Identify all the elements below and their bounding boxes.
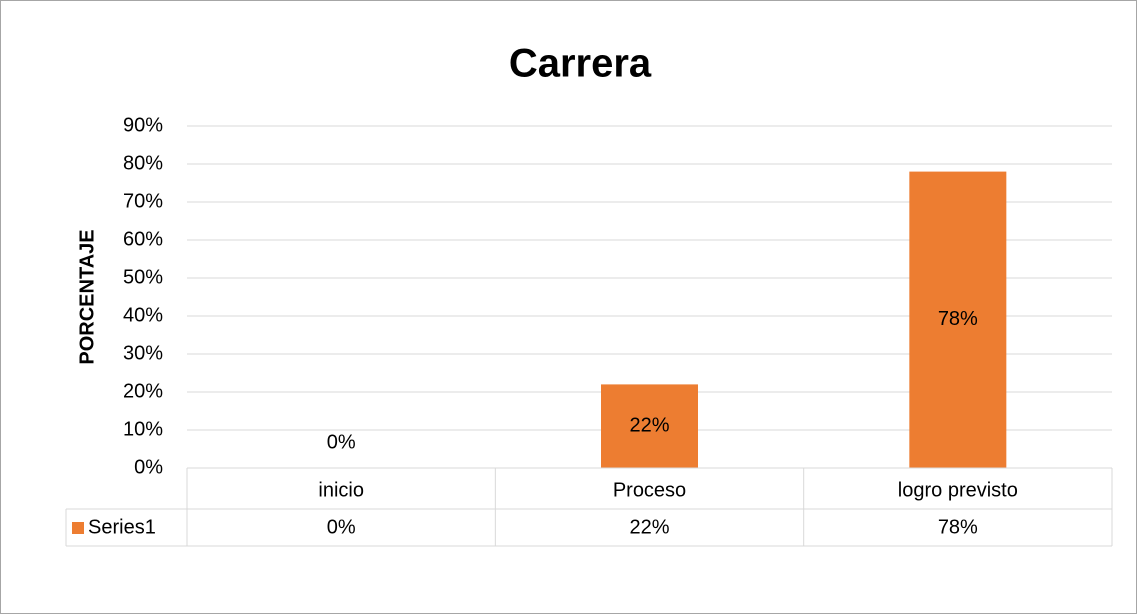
y-tick-label: 10%	[123, 418, 163, 440]
y-tick-label: 70%	[123, 190, 163, 212]
table-value: 22%	[629, 516, 669, 538]
y-tick-label: 60%	[123, 228, 163, 250]
y-axis-label: PORCENTAJE	[76, 229, 98, 364]
bar	[909, 171, 1007, 468]
table-value: 0%	[327, 516, 356, 538]
x-tick-label: logro previsto	[898, 479, 1018, 501]
bar	[601, 384, 698, 468]
table-value: 78%	[938, 516, 978, 538]
legend-key	[72, 522, 84, 534]
x-tick-label: Proceso	[613, 479, 686, 501]
data-label: 0%	[327, 431, 356, 453]
y-tick-label: 0%	[134, 456, 163, 478]
legend-label: Series1	[88, 516, 156, 538]
y-tick-label: 50%	[123, 266, 163, 288]
y-tick-label: 90%	[123, 114, 163, 136]
data-label: 22%	[629, 414, 669, 436]
y-tick-label: 40%	[123, 304, 163, 326]
y-tick-label: 20%	[123, 380, 163, 402]
y-tick-label: 80%	[123, 152, 163, 174]
y-tick-label: 30%	[123, 342, 163, 364]
data-label: 78%	[938, 308, 978, 330]
x-tick-label: inicio	[318, 479, 364, 501]
chart-title: Carrera	[509, 42, 652, 86]
